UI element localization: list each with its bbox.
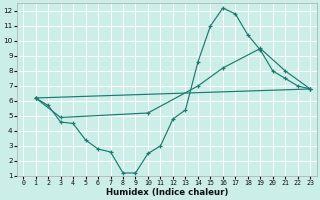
X-axis label: Humidex (Indice chaleur): Humidex (Indice chaleur) [106,188,228,197]
